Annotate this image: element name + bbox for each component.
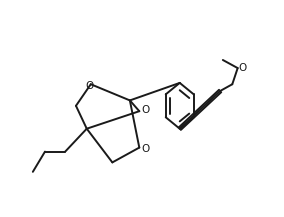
Text: O: O	[141, 105, 149, 115]
Text: O: O	[239, 62, 247, 72]
Text: O: O	[85, 81, 93, 91]
Text: O: O	[141, 145, 149, 155]
